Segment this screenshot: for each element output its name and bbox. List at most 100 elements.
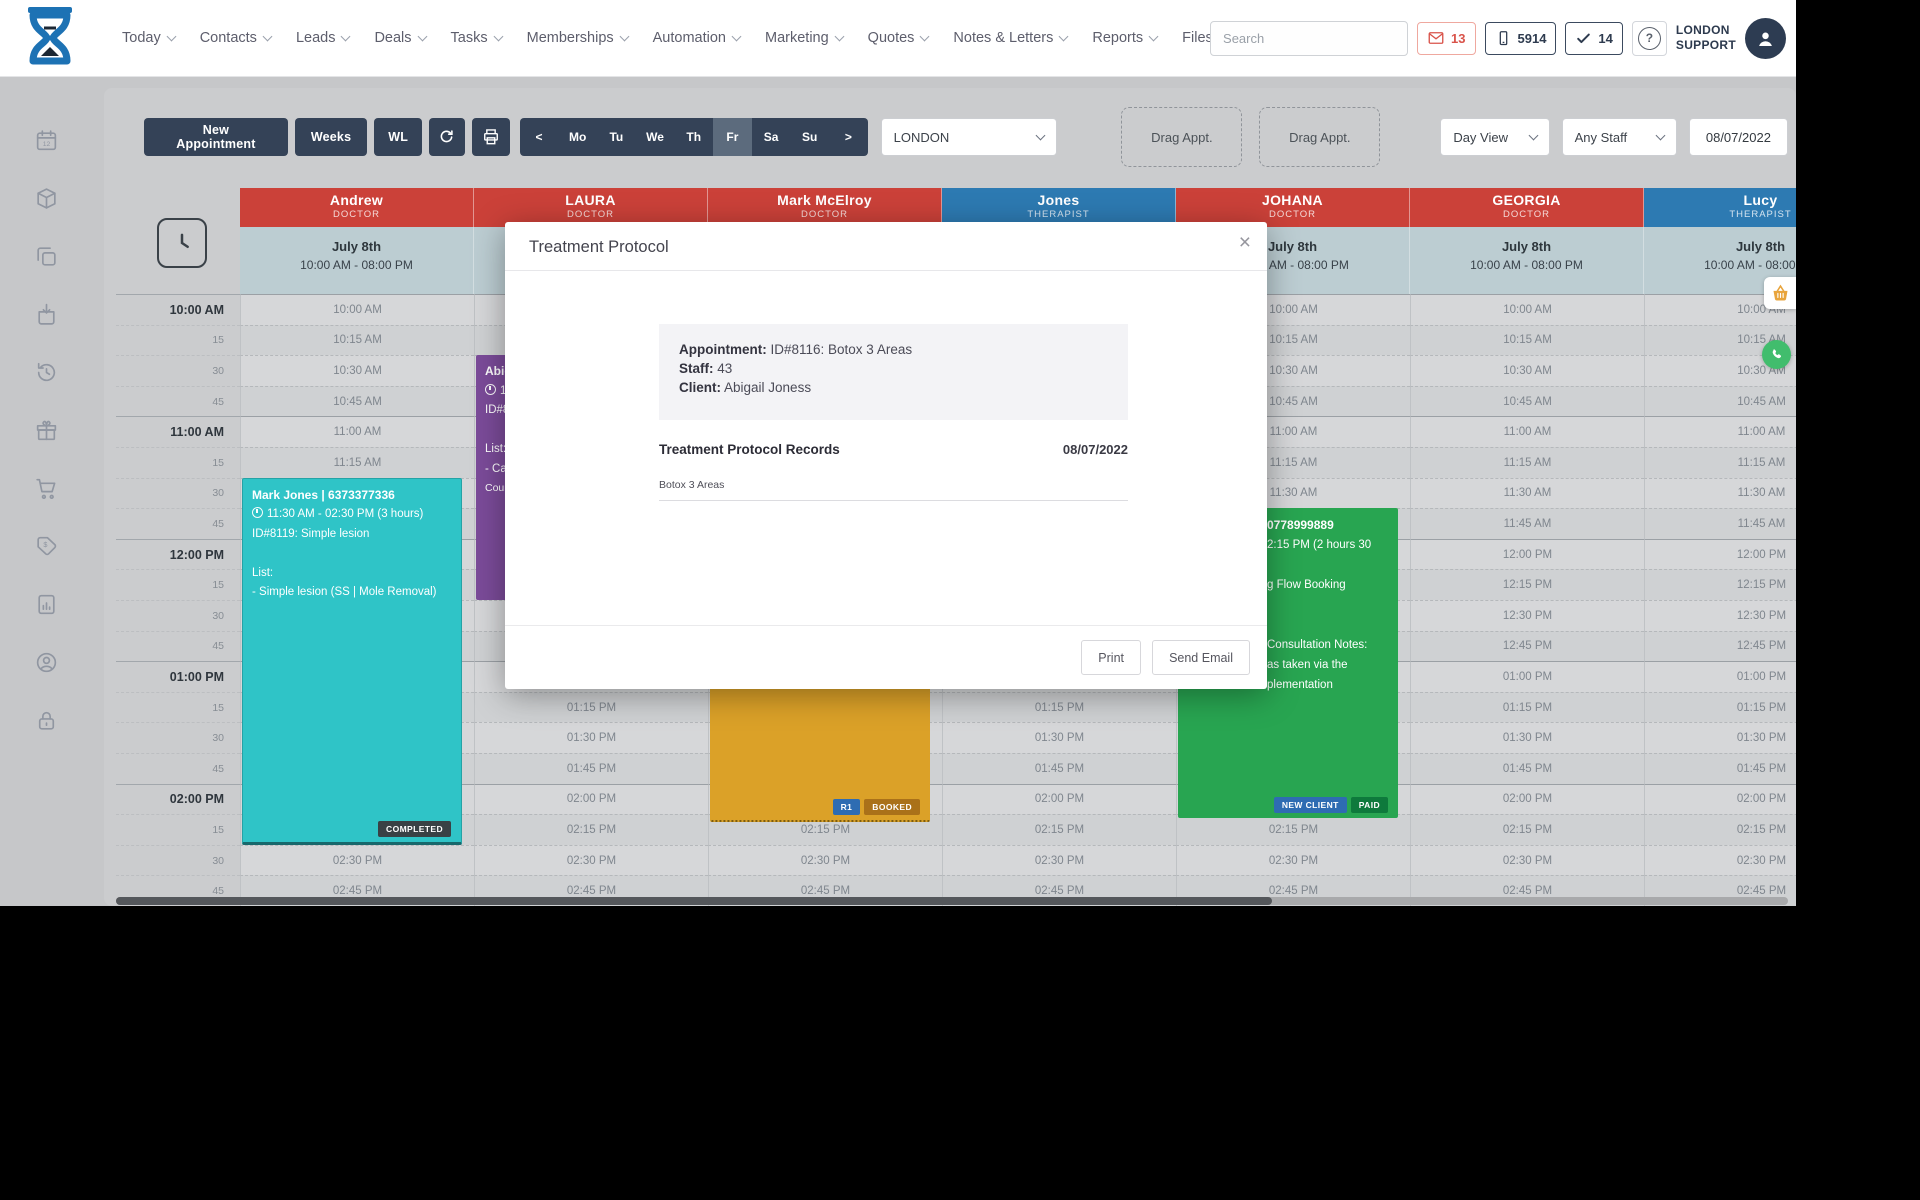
mail-notifications-button[interactable]: 13: [1417, 21, 1476, 55]
time-slot-cell[interactable]: 11:45 AM: [1644, 508, 1796, 539]
time-slot-cell[interactable]: 12:15 PM: [1644, 569, 1796, 600]
nav-memberships[interactable]: Memberships: [527, 30, 630, 46]
time-slot-cell[interactable]: 01:15 PM: [1410, 691, 1644, 723]
weekday-sa[interactable]: Sa: [763, 130, 779, 144]
appointment-mark-jones[interactable]: Mark Jones | 6373377336 11:30 AM - 02:30 …: [242, 477, 462, 845]
time-slot-cell[interactable]: 01:45 PM: [474, 753, 708, 784]
sidebar-item-user-circle[interactable]: [34, 650, 59, 675]
call-bubble-button[interactable]: [1762, 340, 1791, 369]
time-slot-cell[interactable]: 02:15 PM: [1176, 814, 1410, 845]
phone-calls-button[interactable]: 5914: [1484, 21, 1557, 55]
location-select[interactable]: LONDON: [880, 118, 1058, 156]
nav-automation[interactable]: Automation: [653, 30, 742, 46]
sidebar-item-calendar[interactable]: 12: [34, 128, 59, 153]
weekday-th[interactable]: Th: [686, 130, 702, 144]
help-button[interactable]: ?: [1631, 20, 1667, 56]
print-button[interactable]: Print: [1081, 640, 1141, 675]
time-slot-cell[interactable]: 02:15 PM: [942, 814, 1176, 845]
time-slot-cell[interactable]: 02:30 PM: [240, 844, 474, 876]
time-slot-cell[interactable]: 10:30 AM: [1410, 355, 1644, 386]
time-slot-cell[interactable]: 01:15 PM: [942, 691, 1176, 723]
time-slot-cell[interactable]: 01:15 PM: [474, 691, 708, 723]
time-slot-cell[interactable]: 11:00 AM: [240, 416, 474, 447]
app-logo-hourglass-icon[interactable]: [24, 6, 76, 70]
time-slot-cell[interactable]: 01:30 PM: [1644, 722, 1796, 753]
nav-files[interactable]: Files: [1182, 30, 1213, 46]
time-slot-cell[interactable]: 02:15 PM: [1644, 814, 1796, 845]
cart-drawer-button[interactable]: [1764, 277, 1796, 309]
time-slot-cell[interactable]: 02:30 PM: [942, 844, 1176, 876]
refresh-button[interactable]: [429, 118, 465, 156]
time-slot-cell[interactable]: 02:15 PM: [1410, 814, 1644, 845]
time-slot-cell[interactable]: 10:15 AM: [1410, 324, 1644, 356]
print-calendar-button[interactable]: [471, 118, 510, 156]
nav-tasks[interactable]: Tasks: [451, 30, 504, 46]
sidebar-item-history[interactable]: [34, 360, 59, 385]
nav-today[interactable]: Today: [122, 30, 177, 46]
time-slot-cell[interactable]: 02:00 PM: [1410, 783, 1644, 815]
time-slot-cell[interactable]: 12:00 PM: [1644, 538, 1796, 570]
nav-leads[interactable]: Leads: [296, 30, 351, 46]
sidebar-item-cart[interactable]: [34, 476, 59, 501]
time-slot-cell[interactable]: 12:30 PM: [1410, 600, 1644, 631]
time-slot-cell[interactable]: 10:30 AM: [240, 355, 474, 386]
weekday-we[interactable]: We: [646, 130, 664, 144]
clock-view-button[interactable]: [157, 218, 207, 268]
send-email-button[interactable]: Send Email: [1152, 640, 1250, 675]
date-picker[interactable]: 08/07/2022: [1688, 118, 1788, 156]
time-slot-cell[interactable]: 10:00 AM: [1410, 294, 1644, 325]
weekday-mo[interactable]: Mo: [569, 130, 587, 144]
nav-contacts[interactable]: Contacts: [200, 30, 273, 46]
tasks-done-button[interactable]: 14: [1565, 21, 1623, 55]
time-slot-cell[interactable]: 12:45 PM: [1644, 630, 1796, 662]
weekday-su[interactable]: Su: [802, 130, 818, 144]
nav-marketing[interactable]: Marketing: [765, 30, 845, 46]
nav-notes-letters[interactable]: Notes & Letters: [953, 30, 1069, 46]
time-slot-cell[interactable]: 11:45 AM: [1410, 508, 1644, 539]
user-avatar[interactable]: [1745, 17, 1786, 59]
next-day-button[interactable]: >: [844, 130, 852, 144]
time-slot-cell[interactable]: 10:45 AM: [1644, 385, 1796, 417]
time-slot-cell[interactable]: 02:00 PM: [942, 783, 1176, 815]
time-slot-cell[interactable]: 01:30 PM: [474, 722, 708, 753]
time-slot-cell[interactable]: 02:00 PM: [474, 783, 708, 815]
time-slot-cell[interactable]: 01:45 PM: [1410, 753, 1644, 784]
time-slot-cell[interactable]: 01:15 PM: [1644, 691, 1796, 723]
time-slot-cell[interactable]: 11:15 AM: [1644, 447, 1796, 478]
time-slot-cell[interactable]: 12:15 PM: [1410, 569, 1644, 600]
close-icon[interactable]: ×: [1238, 231, 1251, 254]
time-slot-cell[interactable]: 02:30 PM: [708, 844, 942, 876]
new-appointment-button[interactable]: New Appointment: [144, 118, 288, 156]
time-slot-cell[interactable]: 11:15 AM: [1410, 447, 1644, 478]
nav-reports[interactable]: Reports: [1092, 30, 1159, 46]
staff-filter-select[interactable]: Any Staff: [1561, 118, 1677, 156]
time-slot-cell[interactable]: 10:00 AM: [240, 294, 474, 325]
time-slot-cell[interactable]: 01:00 PM: [1410, 661, 1644, 692]
sidebar-item-price-tag[interactable]: $: [34, 534, 59, 559]
time-slot-cell[interactable]: 11:00 AM: [1644, 416, 1796, 447]
sidebar-item-gift[interactable]: [34, 418, 59, 443]
time-slot-cell[interactable]: 12:45 PM: [1410, 630, 1644, 662]
record-item[interactable]: Botox 3 Areas: [659, 479, 725, 491]
time-slot-cell[interactable]: 01:45 PM: [1644, 753, 1796, 784]
time-slot-cell[interactable]: 11:00 AM: [1410, 416, 1644, 447]
time-slot-cell[interactable]: 01:45 PM: [942, 753, 1176, 784]
time-slot-cell[interactable]: 10:45 AM: [1410, 385, 1644, 417]
nav-deals[interactable]: Deals: [374, 30, 427, 46]
time-slot-cell[interactable]: 01:30 PM: [1410, 722, 1644, 753]
weekday-tu[interactable]: Tu: [609, 130, 624, 144]
time-slot-cell[interactable]: 11:30 AM: [1410, 477, 1644, 509]
sidebar-item-report[interactable]: [34, 592, 59, 617]
time-slot-cell[interactable]: 10:45 AM: [240, 385, 474, 417]
sidebar-item-package[interactable]: [34, 186, 59, 211]
horizontal-scrollbar-thumb[interactable]: [116, 897, 1272, 905]
waiting-list-button[interactable]: WL: [374, 118, 423, 156]
sidebar-item-copy[interactable]: [34, 244, 59, 269]
time-slot-cell[interactable]: 12:00 PM: [1410, 538, 1644, 570]
time-slot-cell[interactable]: 12:30 PM: [1644, 600, 1796, 631]
nav-quotes[interactable]: Quotes: [868, 30, 930, 46]
drag-appointment-slot-1[interactable]: Drag Appt.: [1121, 107, 1243, 167]
time-slot-cell[interactable]: 02:30 PM: [1410, 844, 1644, 876]
search-input[interactable]: [1211, 30, 1408, 46]
drag-appointment-slot-2[interactable]: Drag Appt.: [1259, 107, 1381, 167]
